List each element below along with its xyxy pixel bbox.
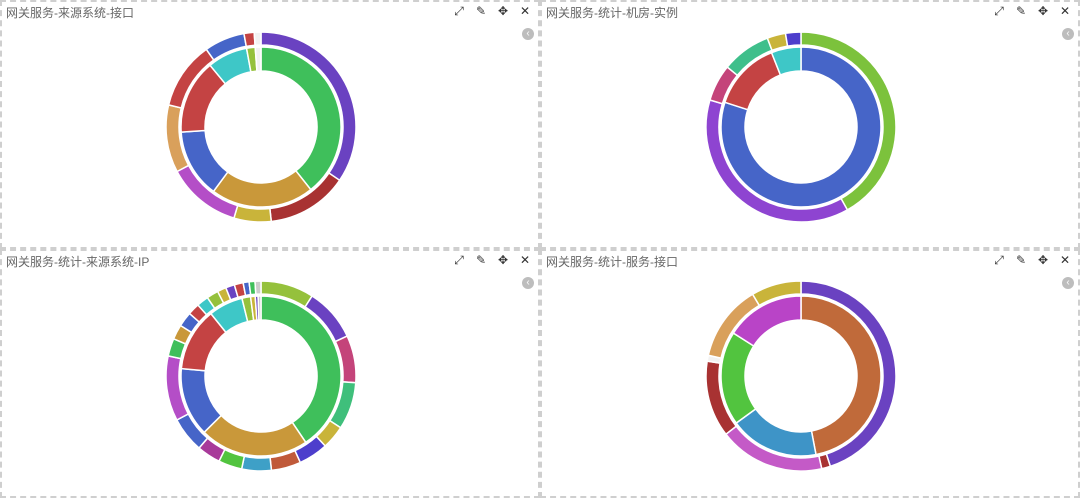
edit-icon[interactable]: ✎ (475, 4, 487, 18)
outer-ring-3-slice-6[interactable] (751, 280, 802, 307)
inner-ring-3-slice-0[interactable] (800, 295, 882, 456)
inner-ring-2-slice-8[interactable] (257, 295, 262, 321)
inner-ring-2-slice-0[interactable] (260, 295, 342, 444)
outer-ring-1-slice-4[interactable] (766, 32, 789, 52)
edit-icon[interactable]: ✎ (1015, 4, 1027, 18)
move-icon[interactable]: ✥ (1037, 253, 1049, 267)
panel-toolbar: ⤢ ✎ ✥ ✕ (992, 4, 1072, 18)
chart-panel-3: 网关服务-统计-服务-接口 ⤢ ✎ ✥ ✕ ‹ (540, 249, 1080, 498)
edit-icon[interactable]: ✎ (1015, 253, 1027, 267)
outer-ring-2-slice-23[interactable] (254, 280, 262, 295)
close-icon[interactable]: ✕ (1059, 253, 1071, 267)
inner-ring-0-slice-6[interactable] (254, 46, 262, 72)
outer-ring-2-slice-7[interactable] (240, 455, 273, 472)
move-icon[interactable]: ✥ (1037, 4, 1049, 18)
edit-icon[interactable]: ✎ (475, 253, 487, 267)
inner-ring-1-slice-2[interactable] (770, 46, 802, 76)
expand-icon[interactable]: ⤢ (454, 253, 464, 267)
inner-ring-3-slice-3[interactable] (732, 295, 802, 348)
close-icon[interactable]: ✕ (1059, 4, 1071, 18)
collapse-legend-icon[interactable]: ‹ (522, 277, 534, 289)
panel-toolbar: ⤢ ✎ ✥ ✕ (452, 4, 532, 18)
inner-ring-1-slice-0[interactable] (720, 46, 882, 208)
expand-icon[interactable]: ⤢ (994, 253, 1004, 267)
outer-ring-1-slice-5[interactable] (784, 31, 802, 47)
panel-title: 网关服务-统计-来源系统-IP (6, 255, 150, 269)
panel-title: 网关服务-来源系统-接口 (6, 6, 134, 20)
close-icon[interactable]: ✕ (519, 4, 531, 18)
donut-chart-2 (165, 280, 357, 472)
panel-toolbar: ⤢ ✎ ✥ ✕ (992, 253, 1072, 267)
move-icon[interactable]: ✥ (497, 4, 509, 18)
chart-panel-1: 网关服务-统计-机房-实例 ⤢ ✎ ✥ ✕ ‹ (540, 0, 1080, 249)
close-icon[interactable]: ✕ (519, 253, 531, 267)
outer-ring-0-slice-8[interactable] (253, 31, 262, 47)
outer-ring-0-slice-2[interactable] (233, 204, 273, 223)
collapse-legend-icon[interactable]: ‹ (1062, 28, 1074, 40)
chart-panel-2: 网关服务-统计-来源系统-IP ⤢ ✎ ✥ ✕ ‹ (0, 249, 540, 498)
donut-chart-0 (165, 31, 357, 223)
panel-toolbar: ⤢ ✎ ✥ ✕ (452, 253, 532, 267)
collapse-legend-icon[interactable]: ‹ (1062, 277, 1074, 289)
panel-title: 网关服务-统计-机房-实例 (546, 6, 678, 20)
collapse-legend-icon[interactable]: ‹ (522, 28, 534, 40)
outer-ring-0-slice-7[interactable] (243, 31, 256, 48)
donut-chart-1 (705, 31, 897, 223)
expand-icon[interactable]: ⤢ (994, 4, 1004, 18)
chart-panel-0: 网关服务-来源系统-接口 ⤢ ✎ ✥ ✕ ‹ (0, 0, 540, 249)
expand-icon[interactable]: ⤢ (454, 4, 464, 18)
panel-title: 网关服务-统计-服务-接口 (546, 255, 678, 269)
donut-chart-3 (705, 280, 897, 472)
move-icon[interactable]: ✥ (497, 253, 509, 267)
